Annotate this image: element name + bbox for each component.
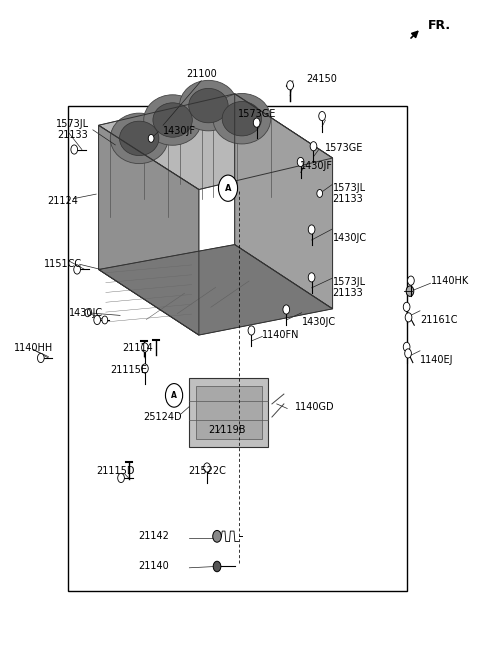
Text: 1140HH: 1140HH	[14, 343, 53, 353]
Text: 1430JF: 1430JF	[300, 161, 333, 171]
Ellipse shape	[213, 93, 271, 144]
Text: 21115D: 21115D	[96, 466, 134, 476]
Ellipse shape	[110, 113, 168, 164]
Circle shape	[253, 118, 260, 127]
Text: 1573JL
21133: 1573JL 21133	[56, 120, 89, 140]
Circle shape	[317, 189, 323, 197]
Circle shape	[319, 112, 325, 121]
Polygon shape	[189, 378, 268, 447]
Circle shape	[213, 530, 221, 542]
Circle shape	[118, 474, 124, 483]
Ellipse shape	[144, 95, 202, 145]
Text: 1430JF: 1430JF	[163, 125, 196, 135]
Circle shape	[102, 316, 108, 324]
Circle shape	[403, 342, 410, 351]
Text: 1140HK: 1140HK	[431, 276, 469, 286]
Circle shape	[308, 225, 315, 234]
Polygon shape	[195, 386, 263, 439]
Text: 1140EJ: 1140EJ	[420, 355, 454, 365]
Ellipse shape	[153, 102, 192, 137]
Text: 21119B: 21119B	[208, 425, 246, 435]
Circle shape	[142, 343, 148, 352]
Polygon shape	[235, 94, 333, 309]
Circle shape	[283, 305, 289, 314]
Text: 21140: 21140	[138, 561, 169, 571]
Circle shape	[406, 286, 414, 296]
Circle shape	[94, 315, 100, 325]
Text: 1151CC: 1151CC	[44, 260, 82, 269]
Circle shape	[71, 145, 78, 154]
Circle shape	[403, 302, 410, 311]
Circle shape	[37, 353, 44, 363]
Text: 1430JC: 1430JC	[69, 307, 103, 318]
Ellipse shape	[120, 121, 159, 156]
Text: 1573GE: 1573GE	[238, 108, 276, 119]
Polygon shape	[98, 94, 333, 189]
Text: 21161C: 21161C	[420, 315, 457, 325]
Text: A: A	[225, 184, 231, 193]
Circle shape	[297, 158, 304, 167]
Text: 1430JC: 1430JC	[301, 317, 336, 327]
Text: 1140GD: 1140GD	[295, 402, 335, 412]
Text: 21142: 21142	[138, 532, 169, 541]
Text: 25124D: 25124D	[143, 413, 181, 422]
Text: 21114: 21114	[122, 343, 153, 353]
Circle shape	[204, 463, 210, 472]
Circle shape	[142, 364, 148, 373]
Text: 1430JC: 1430JC	[333, 233, 367, 243]
Ellipse shape	[180, 80, 237, 131]
Circle shape	[310, 142, 317, 151]
Text: 1573JL
21133: 1573JL 21133	[333, 183, 366, 204]
Circle shape	[405, 313, 412, 322]
Circle shape	[148, 135, 154, 143]
Circle shape	[166, 384, 183, 407]
Bar	[68, 106, 407, 591]
Text: FR.: FR.	[428, 19, 451, 32]
Text: 21100: 21100	[186, 69, 216, 79]
Circle shape	[248, 326, 255, 335]
Circle shape	[74, 265, 81, 274]
Circle shape	[287, 81, 293, 90]
Circle shape	[405, 349, 411, 358]
Text: 21124: 21124	[48, 196, 78, 206]
Circle shape	[218, 175, 238, 201]
Ellipse shape	[189, 89, 228, 123]
Text: 1573GE: 1573GE	[325, 143, 364, 153]
Ellipse shape	[222, 101, 262, 136]
Text: A: A	[171, 391, 177, 400]
Circle shape	[408, 276, 414, 285]
Text: 1573JL
21133: 1573JL 21133	[333, 277, 366, 298]
Polygon shape	[98, 244, 333, 335]
Text: 21522C: 21522C	[188, 466, 226, 476]
Text: 21115E: 21115E	[110, 365, 147, 374]
Circle shape	[85, 309, 90, 317]
Circle shape	[308, 273, 315, 282]
Text: 1140FN: 1140FN	[263, 330, 300, 340]
Circle shape	[213, 561, 221, 572]
Polygon shape	[98, 125, 199, 335]
Text: 24150: 24150	[306, 74, 337, 83]
